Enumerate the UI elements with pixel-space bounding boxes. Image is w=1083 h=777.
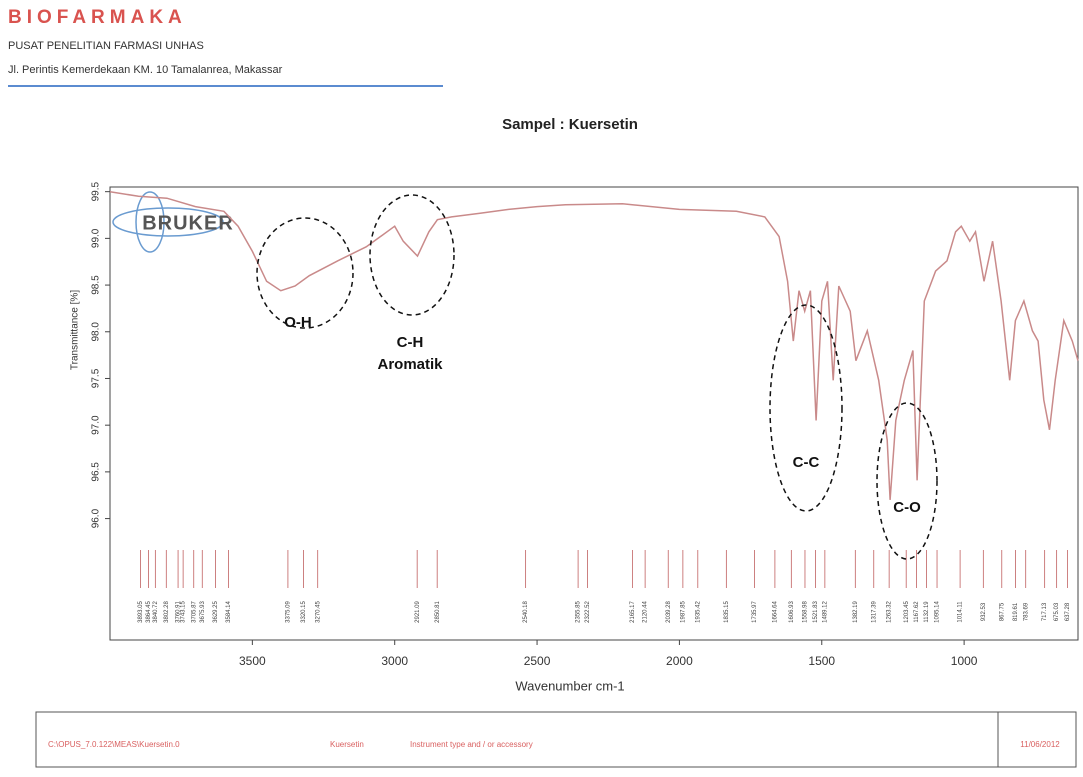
peak-label: 2322.52 xyxy=(585,601,591,623)
x-tick-label: 3000 xyxy=(381,654,408,668)
footer-sample: Kuersetin xyxy=(330,740,364,749)
peak-label: 2355.85 xyxy=(576,601,582,623)
peak-label: 3584.14 xyxy=(226,601,232,623)
footer-path: C:\OPUS_7.0.122\MEAS\Kuersetin.0 xyxy=(48,740,180,749)
footer-instrument: Instrument type and / or accessory xyxy=(410,740,533,749)
peak-label: 2120.44 xyxy=(643,601,649,623)
plot-frame xyxy=(109,186,1079,641)
brand: BIOFARMAKA xyxy=(8,7,187,28)
y-tick-label: 97.0 xyxy=(91,415,102,435)
peak-label: 2921.09 xyxy=(415,601,421,623)
x-tick-label: 2500 xyxy=(524,654,551,668)
peak-label: 3802.28 xyxy=(164,601,170,623)
peak-label: 3320.15 xyxy=(301,601,307,623)
peak-label: 1317.39 xyxy=(871,601,877,623)
peak-label: 1664.64 xyxy=(772,601,778,623)
peak-label: 1735.97 xyxy=(752,601,758,623)
chart-title: Sampel : Kuersetin xyxy=(502,116,638,133)
peak-label: 3270.45 xyxy=(315,601,321,623)
x-tick-label: 1500 xyxy=(808,654,835,668)
y-tick-label: 96.0 xyxy=(91,508,102,528)
peak-label: 1014.11 xyxy=(958,601,964,623)
peak-label: 3705.87 xyxy=(191,601,197,623)
y-tick-label: 98.0 xyxy=(91,322,102,342)
annotation-label: O-H xyxy=(284,314,312,331)
y-tick-label: 97.5 xyxy=(91,368,102,388)
peak-label: 3743.15 xyxy=(181,601,187,623)
annotation-ellipse xyxy=(876,402,938,560)
spectrum-line xyxy=(109,190,1079,500)
y-tick-label: 99.0 xyxy=(91,228,102,248)
peak-label: 1489.12 xyxy=(822,601,828,623)
annotation-label: C-O xyxy=(893,499,921,516)
annotation-label: C-C xyxy=(793,454,820,471)
peak-label: 1132.19 xyxy=(924,601,930,623)
annotation-ellipse xyxy=(256,217,354,329)
peak-label: 1987.85 xyxy=(680,601,686,623)
peak-label: 3675.93 xyxy=(200,601,206,623)
peak-label: 3760.91 xyxy=(176,601,182,623)
org: PUSAT PENELITIAN FARMASI UNHAS xyxy=(8,40,204,52)
y-axis-label: Transmittance [%] xyxy=(70,290,81,370)
peak-label: 2540.18 xyxy=(523,601,529,623)
peak-label: 2850.81 xyxy=(435,601,441,623)
annotation-label: Aromatik xyxy=(377,356,443,373)
peak-label: 1835.15 xyxy=(724,601,730,623)
peak-label: 1263.32 xyxy=(887,601,893,623)
peak-label: 1935.42 xyxy=(695,601,701,623)
x-tick-label: 2000 xyxy=(666,654,693,668)
annotation-ellipse xyxy=(369,194,455,316)
peak-label: 1558.98 xyxy=(803,601,809,623)
peak-label: 637.28 xyxy=(1065,602,1071,621)
peak-label: 1203.45 xyxy=(904,601,910,623)
peak-label: 2165.17 xyxy=(630,601,636,623)
peak-label: 3893.05 xyxy=(138,601,144,623)
logo-orbit xyxy=(112,207,224,237)
y-tick-label: 99.5 xyxy=(91,182,102,202)
peak-label: 932.53 xyxy=(981,602,987,621)
footer-date: 11/06/2012 xyxy=(1020,740,1060,749)
peak-label: 3375.09 xyxy=(285,601,291,623)
logo-orbit xyxy=(135,191,165,253)
plot: 99.5 99.0 98.5 98.0 97.5 97.0 96.5 96.0 3500 3000… xyxy=(91,182,1079,668)
peak-label: 819.61 xyxy=(1013,602,1019,621)
x-tick-label: 1000 xyxy=(951,654,978,668)
peak-label: 675.03 xyxy=(1054,602,1060,621)
peak-label: 2039.28 xyxy=(666,601,672,623)
peak-label: 783.69 xyxy=(1023,602,1029,621)
y-tick-label: 96.5 xyxy=(91,462,102,482)
peak-label: 1095.14 xyxy=(935,601,941,623)
peak-label: 1521.83 xyxy=(813,601,819,623)
y-tick-label: 98.5 xyxy=(91,275,102,295)
peak-label: 717.13 xyxy=(1042,602,1048,621)
annotation-label: C-H xyxy=(397,334,424,351)
x-tick-label: 3500 xyxy=(239,654,266,668)
peak-label: 3629.25 xyxy=(213,601,219,623)
peak-label: 867.75 xyxy=(999,602,1005,621)
address: Jl. Perintis Kemerdekaan KM. 10 Tamalanr… xyxy=(8,64,283,76)
logo: BRUKER xyxy=(142,212,234,234)
annotation-ellipse xyxy=(769,304,843,512)
peak-label: 3840.72 xyxy=(153,601,159,623)
peak-label: 1382.19 xyxy=(853,601,859,623)
x-axis-label: Wavenumber cm-1 xyxy=(515,678,624,693)
footer-box xyxy=(35,711,1077,768)
peak-label: 1167.62 xyxy=(914,601,920,623)
peak-label: 3864.45 xyxy=(146,601,152,623)
peak-label: 1606.93 xyxy=(789,601,795,623)
